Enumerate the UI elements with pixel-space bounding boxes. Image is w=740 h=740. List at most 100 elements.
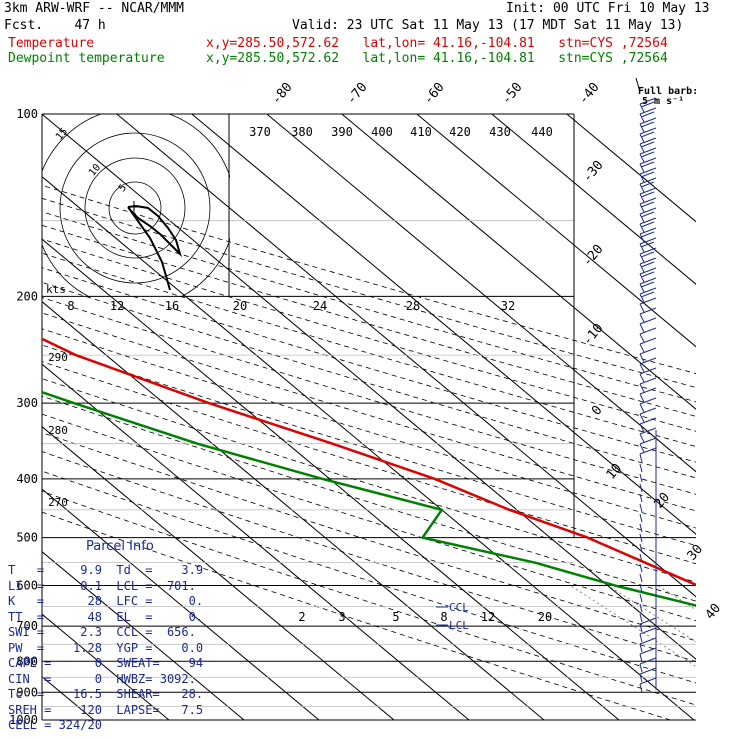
wind-barb-flag bbox=[639, 207, 657, 215]
theta-label: 420 bbox=[449, 125, 471, 139]
wind-barb-staff bbox=[639, 443, 645, 453]
isotherm-line bbox=[42, 488, 320, 720]
hodograph-ring bbox=[59, 132, 211, 284]
wind-barb-staff bbox=[639, 193, 645, 203]
parcel-info-row: SWI = 2.3 CCL = 656. bbox=[8, 625, 196, 639]
wind-barb-staff bbox=[639, 553, 643, 563]
model-title: 3km ARW-WRF -- NCAR/MMM bbox=[4, 1, 185, 16]
wind-barb-flag bbox=[639, 297, 657, 305]
wind-barb-flag bbox=[639, 197, 657, 205]
wind-barb-flag bbox=[639, 357, 657, 365]
wind-barb-staff bbox=[639, 573, 643, 583]
wind-barb-flag bbox=[639, 167, 657, 175]
temperature-legend: Temperature bbox=[8, 36, 95, 51]
isotherm-line bbox=[416, 114, 696, 348]
wind-barb-staff bbox=[639, 133, 645, 143]
pressure-label: 100 bbox=[16, 107, 38, 121]
wind-barb-flag bbox=[640, 291, 655, 298]
isotherm-line bbox=[42, 426, 395, 720]
isotherm-line bbox=[42, 238, 620, 720]
wind-barb-flag bbox=[639, 267, 657, 275]
wind-speed-tick-label: 20 bbox=[233, 299, 247, 313]
parcel-info-row: Tc = 16.5 SHEAR= 28. bbox=[8, 687, 204, 701]
dry-adiabat-line bbox=[42, 197, 696, 388]
wind-barb-flag bbox=[639, 657, 657, 665]
wind-barb-flag bbox=[639, 107, 657, 115]
wind-barb-flag bbox=[639, 337, 657, 345]
mixing-ratio-label: 8 bbox=[440, 610, 447, 624]
wind-barb-flag bbox=[639, 447, 657, 455]
temperature-location: x,y=285.50,572.62 lat,lon= 41.16,-104.81… bbox=[206, 36, 668, 51]
wind-barb-staff bbox=[639, 243, 645, 253]
wind-barb-flag bbox=[639, 327, 657, 335]
init-time: Init: 00 UTC Fri 10 May 13 bbox=[506, 1, 710, 16]
wind-barb-staff bbox=[639, 523, 643, 533]
wind-barb-staff bbox=[639, 163, 645, 173]
wind-barb-flag bbox=[639, 377, 657, 385]
wind-barb-flag bbox=[640, 241, 655, 248]
isotherm-label: -70 bbox=[344, 80, 371, 108]
wind-barb-staff bbox=[639, 283, 645, 293]
wind-barb-staff bbox=[639, 363, 645, 373]
pressure-label: 900 bbox=[16, 685, 38, 699]
wind-barb-flag bbox=[639, 287, 657, 295]
wind-barb-flag bbox=[640, 111, 655, 118]
mixing-ratio-label: 12 bbox=[481, 610, 495, 624]
wind-barb-flag bbox=[639, 367, 657, 375]
wind-barb-flag bbox=[640, 181, 655, 188]
parcel-info-row: K = 28 LFC = 0. bbox=[8, 594, 204, 608]
isotherm-label: -50 bbox=[499, 80, 526, 108]
wind-barb-flag bbox=[639, 437, 657, 445]
wind-barb-flag bbox=[640, 201, 655, 208]
isotherm-label: 20 bbox=[652, 490, 674, 512]
wind-barb-flag bbox=[640, 281, 655, 288]
isotherm-label: -20 bbox=[580, 242, 607, 270]
dry-adiabat-line bbox=[42, 184, 696, 374]
mixing-ratio-label: 3 bbox=[338, 610, 345, 624]
wind-barb-staff bbox=[639, 663, 643, 673]
wind-speed-tick-label: 12 bbox=[110, 299, 124, 313]
wind-barb-flag bbox=[639, 307, 657, 315]
hodograph-trace bbox=[127, 204, 183, 291]
ccl-label: CCL bbox=[449, 601, 469, 614]
theta-label: 400 bbox=[371, 125, 393, 139]
wind-barb-flag bbox=[639, 407, 657, 415]
wind-barb-staff bbox=[639, 513, 643, 523]
wind-barb-staff bbox=[639, 343, 645, 353]
wind-barb-staff bbox=[639, 153, 645, 163]
parcel-info-row: TT = 48 EL = 0. bbox=[8, 609, 204, 624]
wind-barb-flag bbox=[639, 157, 657, 165]
wind-barb-flag bbox=[640, 261, 655, 268]
dry-adiabat-line bbox=[42, 378, 696, 583]
dewpoint-profile bbox=[42, 390, 696, 607]
wind-barb-staff bbox=[639, 593, 643, 603]
wind-barb-flag bbox=[640, 221, 655, 228]
dry-adiabat-label: 270 bbox=[48, 496, 68, 509]
parcel-info-row: CIN = 0 HWBZ= 3092. bbox=[8, 671, 196, 686]
wind-barb-flag bbox=[639, 677, 657, 685]
wind-barb-staff bbox=[639, 183, 645, 193]
wind-barb-staff bbox=[639, 563, 643, 573]
parcel-info-row: CELL = 324/20 bbox=[8, 718, 117, 732]
isotherm-label: -40 bbox=[576, 80, 603, 108]
valid-time: Valid: 23 UTC Sat 11 May 13 (17 MDT Sat … bbox=[292, 18, 684, 33]
pressure-label: 700 bbox=[16, 619, 38, 633]
wind-barb-staff bbox=[639, 673, 643, 683]
parcel-info-row: SREH = 120 LAPSE= 7.5 bbox=[8, 702, 204, 717]
wind-barb-flag bbox=[639, 227, 657, 235]
isotherm-line bbox=[42, 363, 470, 720]
theta-label: 430 bbox=[489, 125, 511, 139]
wind-barb-staff bbox=[639, 463, 643, 473]
wind-barb-flag bbox=[639, 187, 657, 195]
wind-barb-flag bbox=[640, 251, 655, 258]
wind-barb-flag bbox=[639, 147, 657, 155]
wind-barb-staff bbox=[639, 113, 645, 123]
wind-barb-flag bbox=[639, 217, 657, 225]
wind-barb-staff bbox=[639, 653, 643, 663]
isotherm-label: 30 bbox=[685, 542, 707, 564]
barb-legend: Full barb: bbox=[638, 86, 698, 97]
wind-barb-flag bbox=[640, 141, 655, 148]
temperature-profile bbox=[42, 337, 696, 587]
